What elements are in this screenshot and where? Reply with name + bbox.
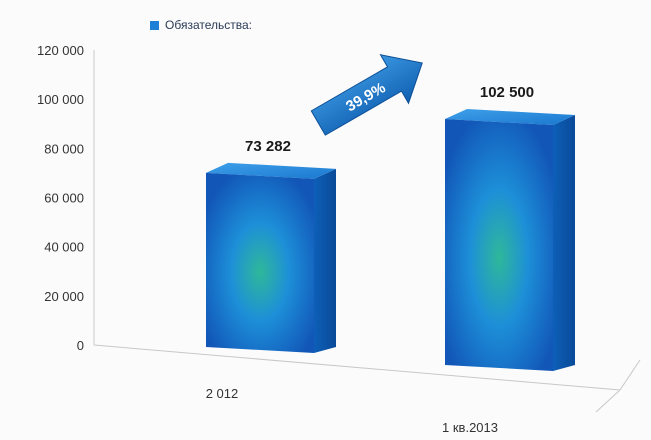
axis-frame <box>93 50 641 413</box>
legend: Обязательства: <box>150 18 252 32</box>
legend-swatch <box>150 20 159 30</box>
legend-label: Обязательства: <box>165 18 252 32</box>
y-tick-label: 100 000 <box>37 92 84 107</box>
y-tick-label: 40 000 <box>44 240 84 255</box>
floor-front-right <box>595 389 621 413</box>
y-tick-label: 0 <box>77 338 84 353</box>
x-category-label: 1 кв.2013 <box>442 420 498 435</box>
y-tick-label: 60 000 <box>44 191 84 206</box>
floor-back-edge <box>93 344 621 391</box>
x-axis: 2 012 1 кв.2013 <box>206 386 498 435</box>
bar-value-label: 73 282 <box>245 138 291 155</box>
bar-top-face <box>445 109 575 126</box>
y-tick-label: 120 000 <box>37 43 84 58</box>
bar-value-label: 102 500 <box>480 84 534 101</box>
y-axis: 0 20 000 40 000 60 000 80 000 100 000 120 000 <box>37 43 84 353</box>
growth-arrow: 39,9% <box>310 54 423 136</box>
arrow-icon <box>310 54 423 136</box>
bar-2 <box>445 109 575 371</box>
bar-top-face <box>206 162 336 179</box>
x-category-label: 2 012 <box>206 386 239 401</box>
bar-side-face <box>314 168 336 353</box>
bar-front-face <box>445 119 553 371</box>
bar-side-face <box>553 115 575 371</box>
bar-1 <box>206 162 336 353</box>
bar-front-face <box>206 172 314 353</box>
y-tick-label: 20 000 <box>44 289 84 304</box>
y-tick-label: 80 000 <box>44 141 84 156</box>
floor-right-edge <box>619 359 641 391</box>
bars-group: 73 282 102 500 <box>206 84 575 371</box>
